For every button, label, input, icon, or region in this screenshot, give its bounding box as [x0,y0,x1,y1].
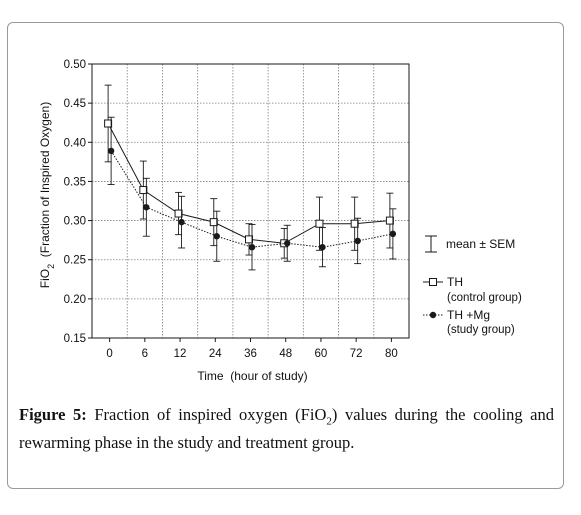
x-tick-label: 6 [142,348,148,360]
data-point-square [139,186,148,195]
legend-sub-th-mg: (study group) [447,324,515,336]
data-point-square [209,218,218,227]
y-tick-label: 0.30 [64,216,86,228]
x-axis: 0 6 12 24 36 48 60 72 80 [106,338,398,360]
data-point-square [385,216,394,225]
x-tick-label: 60 [315,348,328,360]
data-point-circle [213,233,220,240]
caption-label: Figure 5: [19,405,87,424]
y-tick-label: 0.25 [64,255,86,267]
x-tick-label: 48 [279,348,292,360]
y-tick-label: 0.40 [64,137,86,149]
data-point-circle [354,237,361,245]
series-th [104,84,394,259]
data-point-circle [143,204,150,211]
y-axis-label: FiO2 (Fraction of Inspired Oxygen) [38,102,56,288]
y-tick-label: 0.45 [64,98,86,110]
figure-frame [7,22,564,489]
series-th-mg [107,116,397,271]
legend-label-th: TH [447,275,463,289]
y-axis: 0.15 0.20 0.25 0.30 0.35 0.40 0.45 0.50 [64,59,92,345]
x-tick-label: 80 [385,348,398,360]
data-point-square [350,219,359,228]
series-line [110,150,393,248]
grid [92,64,409,338]
legend-errorbar-label: mean ± SEM [446,237,515,251]
legend-sub-th: (control group) [447,292,522,304]
caption-subscript: 2 [326,415,332,428]
data-point-circle [107,147,115,155]
x-axis-label: Time (hour of study) [197,369,307,383]
caption-text-2: ) values during the cooling and rewarmin… [19,405,554,453]
y-tick-label: 0.15 [64,333,86,345]
x-tick-label: 12 [174,348,187,360]
legend: mean ± SEM TH (control group) TH +Mg (study … [423,235,522,336]
x-tick-label: 24 [209,348,222,360]
x-tick-label: 72 [350,348,363,360]
data-point-square [104,119,113,128]
figure-caption: Figure 5: Fraction of inspired oxygen (F… [19,404,554,453]
data-point-circle [178,218,185,226]
legend-marker-th [429,278,437,286]
legend-label-th-mg: TH +Mg [447,308,490,322]
data-point-circle [389,230,397,238]
data-point-square [315,219,324,228]
data-point-square [245,235,253,244]
y-tick-label: 0.35 [64,176,86,188]
legend-marker-th-mg [429,311,437,319]
data-point-circle [319,243,326,251]
data-point-circle [284,240,291,247]
data-point-square [174,209,183,218]
series [104,84,397,271]
caption-text-1: Fraction of inspired oxygen (FiO [86,405,327,424]
plot-area-border [91,63,410,339]
y-tick-label: 0.50 [64,59,86,71]
data-point-circle [248,243,256,251]
y-tick-label: 0.20 [64,294,86,306]
x-tick-label: 0 [106,348,112,360]
x-tick-label: 36 [244,348,257,360]
